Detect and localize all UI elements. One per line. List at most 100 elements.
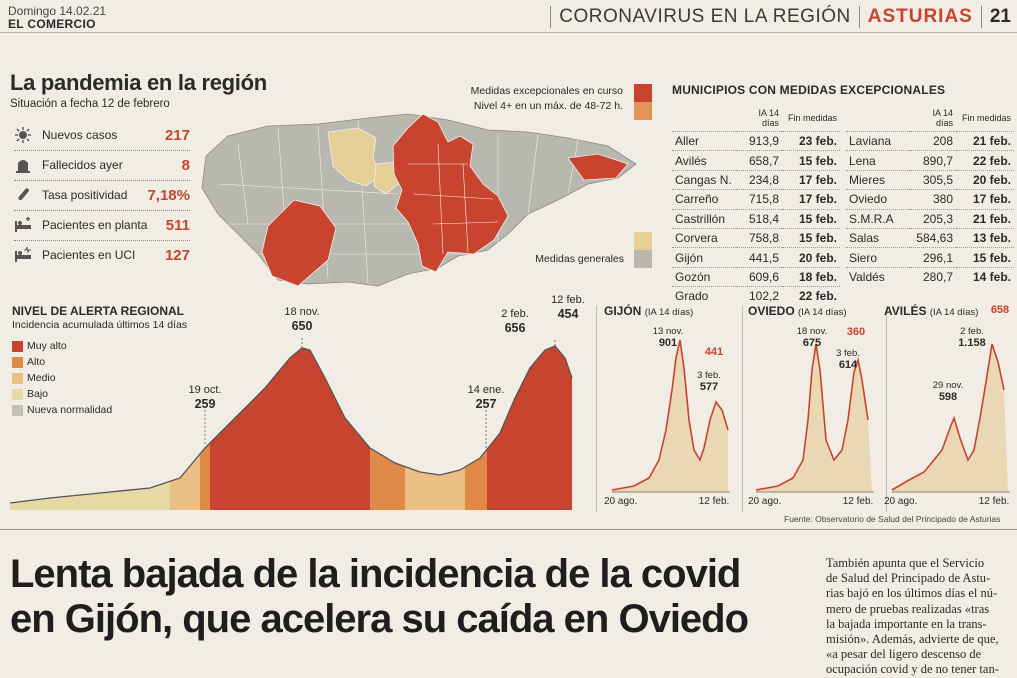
legend-swatch — [12, 372, 23, 384]
area-bands — [10, 346, 572, 510]
municipio-fin: 23 feb. — [782, 130, 840, 151]
stat-value: 8 — [181, 156, 190, 174]
headline-line: en Gijón, que acelera su caída en Oviedo — [10, 597, 749, 641]
municipio-ia: 715,8 — [736, 189, 782, 210]
legend-label: Alto — [27, 356, 46, 368]
stat-row: Pacientes en UCI 127 — [14, 242, 190, 268]
band-medio — [170, 346, 200, 510]
band-alto — [370, 346, 405, 510]
annotation-value: 441 — [704, 346, 724, 358]
divider — [858, 6, 860, 28]
stat-label: Nuevos casos — [42, 128, 118, 142]
annotation-date: 13 nov. — [652, 326, 684, 337]
municipio-name: Gozón — [672, 266, 736, 287]
body-line: rias bajó en los últimos días el nú- — [826, 586, 998, 601]
municipio-name: Carreño — [672, 189, 736, 210]
annotation-value: 360 — [846, 326, 866, 338]
municipio-fin: 21 feb. — [956, 208, 1014, 229]
city-chart: AVILÉS (IA 14 días) 29 nov. 598 2 feb. 1.158… — [884, 304, 1016, 514]
annotation-date: 2 feb. — [501, 308, 529, 320]
municipio-name: Aller — [672, 130, 736, 151]
annotation-date: 2 feb. — [960, 326, 984, 337]
legend-item: Medio — [12, 372, 56, 384]
municipio-fin: 22 feb. — [782, 286, 840, 306]
legend-swatch-beige — [634, 232, 652, 250]
divider — [14, 240, 190, 241]
city-chart: GIJÓN (IA 14 días) 13 nov. 901 3 feb. 577 441… — [604, 304, 736, 514]
section-header: CORONAVIRUS EN LA REGIÓN ASTURIAS 21 — [550, 6, 1011, 28]
legend-swatch-orange — [634, 102, 652, 120]
annotation-date: 12 feb. — [551, 294, 585, 306]
legend-line: Medidas excepcionales en curso — [470, 85, 623, 97]
legend-label: Nueva normalidad — [27, 404, 113, 416]
stat-value: 127 — [164, 246, 190, 264]
municipio-name: Cangas N. — [672, 169, 736, 190]
body-line: También apunta que el Servicio — [826, 556, 985, 570]
series-line — [611, 339, 729, 491]
band-muy-alto — [210, 346, 370, 510]
article-body: También apunta que el Servicio de Salud d… — [826, 556, 1016, 678]
edition-date: Domingo 14.02.21 — [8, 4, 107, 18]
stat-label: Fallecidos ayer — [42, 158, 123, 172]
table-row: Grado 102,2 22 feb. — [672, 286, 840, 306]
annotation-date: 3 feb. — [836, 348, 860, 359]
municipio-fin: 17 feb. — [782, 189, 840, 210]
page-number: 21 — [989, 6, 1011, 27]
municipio-fin: 17 feb. — [956, 189, 1014, 210]
municipio-name: Mieres — [846, 169, 910, 190]
municipio-fin: 20 feb. — [956, 169, 1014, 190]
area-outline — [10, 345, 573, 504]
table-row: Valdés 280,7 14 feb. — [846, 266, 1014, 287]
municipios-table-left: IA 14 días Fin medidas Aller 913,9 23 feb.… — [672, 108, 840, 306]
header-rule — [0, 32, 1017, 33]
stat-label: Pacientes en planta — [42, 218, 148, 232]
municipio-name: Corvera — [672, 227, 736, 248]
map-region-red — [567, 153, 629, 181]
municipio-fin: 14 feb. — [956, 266, 1014, 287]
city-line-chart — [891, 343, 1010, 493]
legend-swatch — [12, 340, 23, 352]
x-end-label: 12 feb. — [978, 496, 1010, 507]
municipio-name: Gijón — [672, 247, 736, 268]
city-chart-subtitle: (IA 14 días) — [644, 307, 694, 318]
municipio-ia: 296,1 — [910, 247, 956, 268]
city-chart-title: AVILÉS (IA 14 días) — [884, 304, 979, 318]
legend-swatch — [12, 356, 23, 368]
city-line-chart — [755, 343, 874, 493]
municipio-fin: 15 feb. — [782, 150, 840, 171]
band-bajo — [10, 346, 170, 510]
municipio-fin: 22 feb. — [956, 150, 1014, 171]
municipio-name: S.M.R.A — [846, 208, 910, 229]
annotation-date: 29 nov. — [932, 380, 964, 391]
stat-row: Tasa positividad 7,18% — [14, 182, 190, 208]
divider — [550, 6, 552, 28]
col-fin: Fin medidas — [787, 113, 837, 123]
table-header: IA 14 días Fin medidas — [672, 108, 840, 132]
legend-general: Medidas generales — [535, 253, 624, 265]
annotation-value: 675 — [802, 337, 822, 349]
divider — [596, 306, 597, 512]
municipio-name: Valdés — [846, 266, 910, 287]
annotation-date: 14 ene. — [467, 384, 505, 396]
hospital-bed-icon — [14, 216, 32, 234]
municipio-name: Oviedo — [846, 189, 910, 210]
area-fill — [892, 344, 1008, 492]
stat-row: Fallecidos ayer 8 — [14, 152, 190, 178]
municipio-fin: 17 feb. — [782, 169, 840, 190]
city-chart-subtitle: (IA 14 días) — [929, 307, 979, 318]
annotation-value: 454 — [557, 307, 579, 321]
municipio-ia: 205,3 — [910, 208, 956, 229]
annotation-value: 259 — [194, 397, 216, 411]
table-row: Avilés 658,7 15 feb. — [672, 150, 840, 171]
col-fin: Fin medidas — [961, 113, 1011, 123]
municipio-ia: 758,8 — [736, 227, 782, 248]
stat-value: 7,18% — [147, 186, 190, 204]
table-header: IA 14 días Fin medidas — [846, 108, 1014, 132]
municipio-name: Castrillón — [672, 208, 736, 229]
city-chart-title: OVIEDO (IA 14 días) — [748, 304, 847, 318]
map-region-red — [261, 199, 337, 287]
annotation-value: 901 — [658, 337, 678, 349]
region-title: ASTURIAS — [867, 6, 973, 27]
municipio-fin: 15 feb. — [956, 247, 1014, 268]
municipio-ia: 584,63 — [910, 227, 956, 248]
